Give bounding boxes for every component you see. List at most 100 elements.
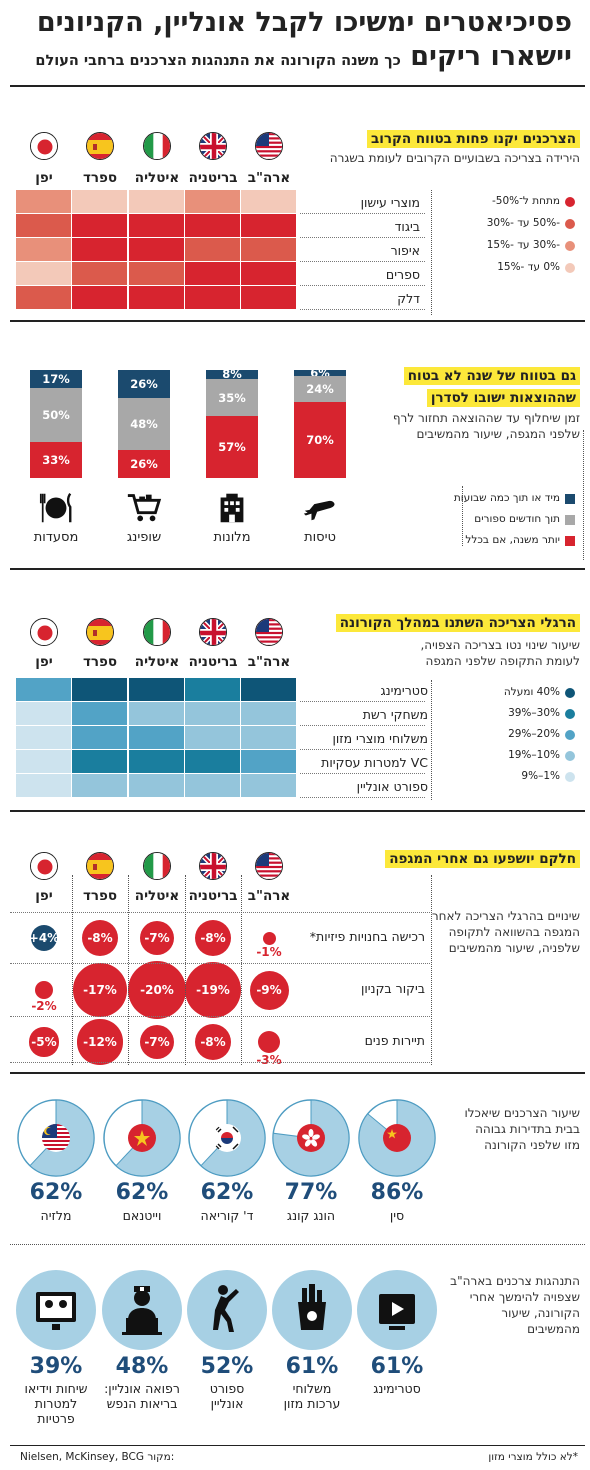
s3-heading: הרגלי הצריכה השתנו במהלך הקורונה bbox=[335, 614, 580, 632]
pie-country-label: מלזיה bbox=[40, 1208, 72, 1223]
uk-flag-icon bbox=[199, 852, 227, 880]
pie-slice bbox=[272, 1099, 350, 1177]
s4-heading-wrap: חלקם יושפעו גם אחרי המגפה bbox=[385, 848, 580, 869]
pie-country-label: וייטנאם bbox=[122, 1208, 162, 1223]
s4-sub-line1: שינויים בהרגלי הצריכה לאחר bbox=[431, 909, 580, 923]
heatmap-cell bbox=[185, 702, 240, 725]
bar-segment: 57% bbox=[206, 416, 258, 478]
heatmap-cell bbox=[185, 678, 240, 701]
country-label: יפן bbox=[35, 170, 53, 186]
bar-segment: 8% bbox=[206, 367, 258, 381]
bubble bbox=[262, 931, 276, 945]
legend-swatch bbox=[565, 772, 575, 782]
pie-percent: 86% bbox=[370, 1180, 424, 1205]
spain-flag-icon bbox=[86, 618, 114, 646]
row-divider bbox=[300, 261, 425, 262]
heatmap-cell bbox=[241, 190, 296, 213]
s3-subheading: שיעור שינוי נטו בצריכה הצפויה, לעומת התק… bbox=[380, 637, 580, 669]
item-label: רפואה אונליין: בריאות הנפש bbox=[92, 1381, 192, 1411]
s6-sub-line4: מהמשיבים bbox=[527, 1322, 580, 1336]
exercise-person-icon bbox=[187, 1270, 267, 1350]
s4-rule bbox=[10, 1072, 585, 1074]
heatmap-cell bbox=[129, 750, 184, 773]
s2-heading-line2: שההוצאות ישובו לסדרן bbox=[426, 389, 580, 407]
heatmap-cell bbox=[16, 214, 71, 237]
bubble: +4% bbox=[29, 925, 59, 951]
s1-subheading: הירידה בצריכה בשבועיים הקרובים לעומת בשג… bbox=[329, 151, 580, 165]
pie-country-label: הונג קונג bbox=[286, 1208, 336, 1223]
japan-flag-icon bbox=[30, 132, 58, 160]
legend-divider bbox=[462, 486, 463, 546]
legend-label: מיד או תוך כמה שבועות bbox=[453, 492, 560, 504]
bubble-row-label: תיירות פנים bbox=[364, 1033, 425, 1048]
heatmap-cell bbox=[72, 238, 127, 261]
item-label: סטרימינג bbox=[347, 1381, 447, 1396]
bar-segment: 26% bbox=[118, 370, 170, 399]
legend-divider bbox=[431, 875, 432, 1065]
heatmap-cell bbox=[129, 238, 184, 261]
airplane-icon bbox=[301, 488, 339, 526]
item-percent: 39% bbox=[29, 1354, 83, 1379]
legend-label: 0% עד -15% bbox=[497, 261, 560, 273]
legend-swatch bbox=[565, 241, 575, 251]
heatmap-cell bbox=[241, 750, 296, 773]
heatmap-cell bbox=[129, 726, 184, 749]
bubble-row-label: ביקור בקניון bbox=[360, 981, 425, 996]
legend-divider bbox=[431, 190, 432, 315]
heatmap-cell bbox=[185, 286, 240, 309]
row-divider bbox=[300, 309, 425, 310]
row-divider bbox=[300, 725, 425, 726]
side-divider bbox=[583, 430, 584, 560]
hotel-icon bbox=[213, 488, 251, 526]
item-label-line2: למטרות bbox=[34, 1396, 78, 1411]
s2-sub-line2: שלפני המגפה, שיעור מהמשיבים bbox=[416, 427, 580, 441]
pie-percent: 62% bbox=[200, 1180, 254, 1205]
heatmap-cell bbox=[241, 702, 296, 725]
page-title: פסיכיאטרים ימשיכו לקבל אונליין, הקניונים… bbox=[12, 6, 572, 78]
category-label: מסעדות bbox=[33, 530, 79, 545]
row-divider bbox=[300, 773, 425, 774]
bar-segment: 50% bbox=[30, 388, 82, 443]
item-label-line2: אונליין bbox=[210, 1396, 244, 1411]
heatmap-cell bbox=[16, 262, 71, 285]
uk-flag-icon bbox=[199, 618, 227, 646]
s4-sub-line3: שלפניה, שיעור מהמשיבים bbox=[448, 941, 580, 955]
heatmap-cell bbox=[185, 774, 240, 797]
pie-percent: 62% bbox=[115, 1180, 169, 1205]
legend-swatch bbox=[565, 197, 575, 207]
s5-sub-line1: שיעור הצרכנים שיאכלו bbox=[464, 1106, 580, 1120]
bar-segment: 48% bbox=[118, 398, 170, 450]
s2-rule bbox=[10, 568, 585, 570]
footer-note: *לא כולל מוצרי מזון bbox=[488, 1451, 578, 1463]
title-subtitle: כך משנה הקורונה את התנהגות הצרכנים ברחבי… bbox=[35, 53, 401, 69]
usa-flag-icon bbox=[255, 618, 283, 646]
legend-swatch bbox=[565, 688, 575, 698]
bar-segment: 35% bbox=[206, 378, 258, 417]
s2-subheading: זמן שיחלוף עד שההוצאה תחזור לרף שלפני המ… bbox=[380, 410, 580, 442]
bubble: -7% bbox=[139, 920, 175, 956]
item-label-line3: פרטיות bbox=[37, 1411, 75, 1426]
s4-heading: חלקם יושפעו גם אחרי המגפה bbox=[385, 850, 580, 868]
heatmap-cell bbox=[16, 702, 71, 725]
country-label: ספרד bbox=[82, 170, 118, 186]
bubble: -5% bbox=[29, 1027, 59, 1057]
pie-percent: 77% bbox=[284, 1180, 338, 1205]
legend-divider bbox=[431, 680, 432, 800]
bubble: -7% bbox=[139, 1024, 175, 1060]
heatmap-row-label: משלוחי מוצרי מזון bbox=[332, 731, 428, 746]
legend-swatch bbox=[565, 219, 575, 229]
item-percent: 52% bbox=[200, 1354, 254, 1379]
heatmap-cell bbox=[16, 726, 71, 749]
row-divider bbox=[300, 285, 425, 286]
heatmap-row-label: ספרים bbox=[385, 267, 420, 282]
column-divider bbox=[185, 875, 186, 1065]
heatmap-cell bbox=[241, 214, 296, 237]
usa-flag-icon bbox=[255, 852, 283, 880]
legend-swatch bbox=[565, 263, 575, 273]
source-label: מקור: bbox=[147, 1451, 175, 1463]
legend-label: 20%–29% bbox=[508, 728, 560, 740]
item-label-line1: רפואה אונליין: bbox=[104, 1381, 180, 1396]
video-player-icon bbox=[357, 1270, 437, 1350]
s1-rule bbox=[10, 320, 585, 322]
s5-rule bbox=[10, 1244, 585, 1245]
